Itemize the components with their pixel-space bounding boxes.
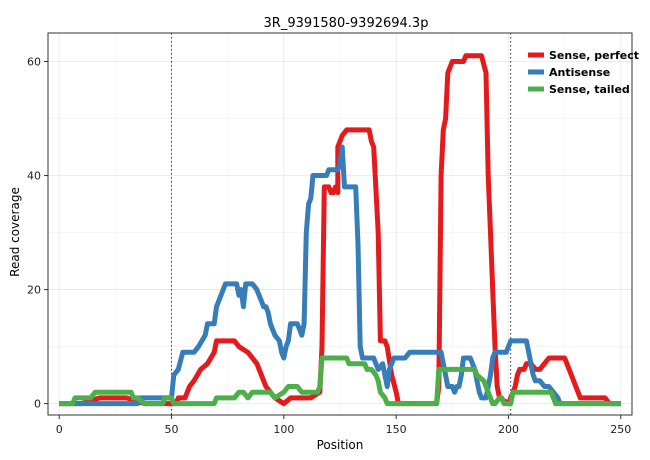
series-line (59, 53, 621, 407)
y-axis-ticks: 0 20 40 60 (27, 56, 48, 411)
series-layer (59, 53, 621, 407)
series-line (59, 144, 621, 407)
y-tick-label: 60 (27, 56, 41, 69)
x-tick-label: 0 (56, 423, 63, 436)
x-tick-label: 200 (498, 423, 519, 436)
legend-label: Sense, tailed (549, 83, 630, 96)
x-tick-label: 150 (386, 423, 407, 436)
y-axis-title: Read coverage (8, 187, 22, 277)
y-tick-label: 40 (27, 170, 41, 183)
grid-minor (48, 33, 632, 415)
chart-title: 3R_9391580-9392694.3p (264, 16, 429, 31)
x-tick-label: 100 (273, 423, 294, 436)
x-axis-ticks: 0 50 100 150 200 250 (56, 415, 631, 436)
legend-label: Antisense (549, 66, 610, 79)
y-tick-label: 0 (34, 398, 41, 411)
series-line (59, 355, 621, 407)
legend-label: Sense, perfect (549, 49, 639, 62)
legend: Sense, perfect Antisense Sense, tailed (528, 49, 639, 96)
panel-border (47, 32, 633, 416)
x-tick-label: 250 (610, 423, 631, 436)
x-tick-label: 50 (165, 423, 179, 436)
x-axis-title: Position (317, 438, 364, 452)
y-tick-label: 20 (27, 284, 41, 297)
